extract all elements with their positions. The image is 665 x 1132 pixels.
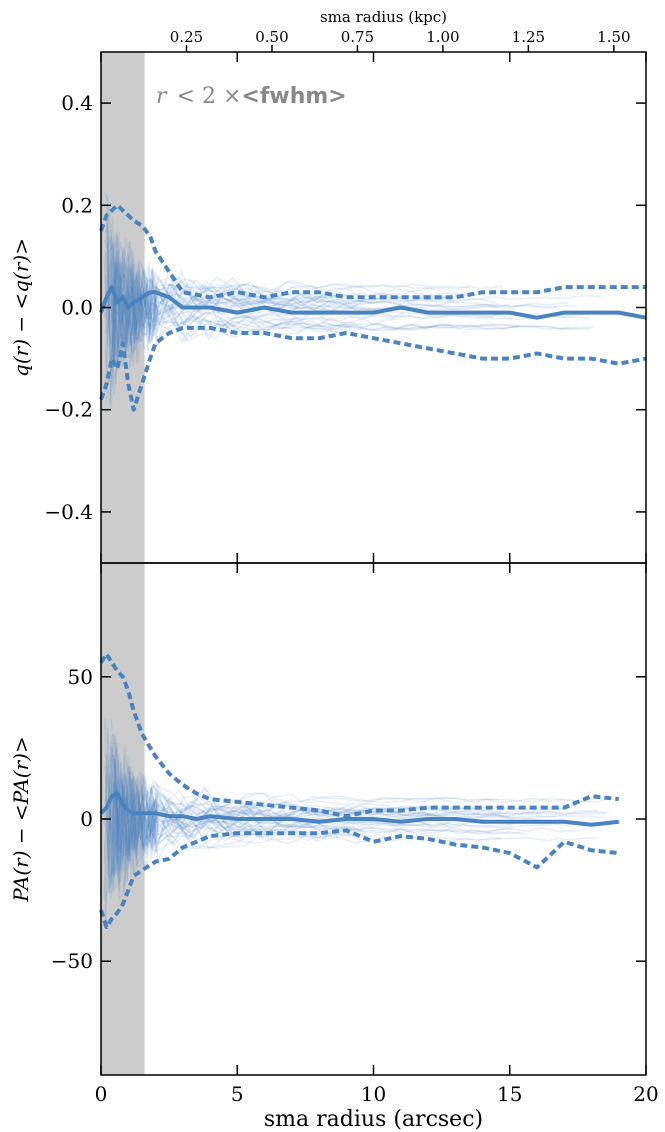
individual-profile-line <box>109 787 502 878</box>
individual-profile-line <box>104 742 606 870</box>
individual-profile-line <box>105 749 455 873</box>
x-tick-label: 5 <box>231 1082 244 1106</box>
individual-profile-line <box>107 757 449 891</box>
individual-profile-line <box>111 250 584 380</box>
individual-profile-line <box>113 262 300 361</box>
individual-profile-line <box>112 261 578 374</box>
individual-profile-line <box>103 742 433 901</box>
top-x-axis-title: sma radius (kpc) <box>320 8 447 26</box>
x-tick-label: 10 <box>361 1082 386 1106</box>
top-x-tick-label: 0.50 <box>255 28 288 46</box>
individual-profile-line <box>110 249 513 355</box>
series-median-line <box>99 285 647 320</box>
psf-label-mid: < 2 × <box>177 84 242 109</box>
individual-profile-line <box>103 753 359 872</box>
series-median-line <box>99 791 620 827</box>
individual-profile-line <box>104 727 315 886</box>
x-tick-label: 0 <box>95 1082 108 1106</box>
series-lower-line <box>99 325 647 412</box>
individual-profile-line <box>112 755 577 862</box>
individual-profile-line <box>103 777 553 903</box>
individual-profile-line <box>105 224 594 388</box>
series-upper-line <box>99 203 646 300</box>
individual-profile-line <box>104 758 470 922</box>
y-axis-title: PA(r) − <PA(r)> <box>9 736 33 902</box>
individual-profile-line <box>105 785 258 896</box>
individual-profile-line <box>105 216 498 350</box>
individual-profile-line <box>113 771 604 860</box>
individual-profile-line <box>111 293 354 360</box>
y-tick-label: −0.4 <box>44 500 93 524</box>
top-x-tick-label: 0.75 <box>341 28 374 46</box>
y-tick-label: 0 <box>80 807 93 831</box>
individual-profile-line <box>113 762 609 858</box>
individual-profile-line <box>109 738 605 894</box>
top-x-tick-label: 1.00 <box>426 28 459 46</box>
individual-profile-line <box>106 236 396 369</box>
individual-profile-line <box>103 236 471 368</box>
top-x-tick-label: 1.50 <box>597 28 630 46</box>
individual-profile-line <box>110 276 557 339</box>
individual-profile-line <box>104 192 296 411</box>
individual-profile-line <box>113 741 265 882</box>
individual-profile-line <box>110 256 504 347</box>
individual-profile-line <box>112 265 438 366</box>
individual-profile-line <box>111 780 598 863</box>
individual-profile-line <box>110 774 610 877</box>
individual-profile-line <box>111 759 498 869</box>
individual-profile-line <box>105 242 342 368</box>
individual-profile-line <box>108 772 557 886</box>
y-tick-label: 0.2 <box>61 193 93 217</box>
x-tick-label: 20 <box>633 1082 658 1106</box>
individual-profile-line <box>112 282 453 364</box>
psf-label-fwhm: <fwhm> <box>241 84 346 109</box>
individual-profile-line <box>108 772 430 859</box>
individual-profile-line <box>112 772 293 854</box>
series-upper-line <box>99 652 620 819</box>
y-tick-label: −50 <box>51 949 93 973</box>
individual-profile-line <box>111 256 481 367</box>
psf-label-r: r <box>156 84 168 109</box>
individual-profile-line <box>106 219 257 365</box>
individual-profile-line <box>110 746 557 877</box>
y-tick-label: 0.0 <box>61 296 93 320</box>
individual-profile-line <box>106 780 321 873</box>
individual-profile-line <box>108 244 568 353</box>
individual-profile-line <box>111 746 536 857</box>
individual-profile-line <box>109 734 521 874</box>
psf-region-label: r < 2 ×<fwhm> <box>156 84 347 109</box>
x-axis-title: sma radius (arcsec) <box>264 1107 483 1132</box>
y-tick-label: −0.2 <box>44 398 93 422</box>
individual-profile-line <box>106 223 292 361</box>
individual-profile-line <box>105 780 513 877</box>
top-x-tick-label: 0.25 <box>170 28 203 46</box>
individual-profile-line <box>112 264 449 368</box>
individual-profile-line <box>106 231 350 403</box>
individual-profile-line <box>105 794 528 889</box>
y-tick-label: 50 <box>68 665 93 689</box>
individual-profile-line <box>111 280 348 370</box>
individual-profile-line <box>106 282 520 351</box>
series-lower-line <box>99 828 620 930</box>
y-axis-title: q(r) − <q(r)> <box>9 238 33 377</box>
individual-profile-line <box>112 287 352 358</box>
top-x-tick-label: 1.25 <box>512 28 545 46</box>
y-tick-label: 0.4 <box>61 91 93 115</box>
individual-profile-line <box>109 264 592 354</box>
individual-profile-line <box>109 235 591 367</box>
individual-profile-line <box>109 799 589 875</box>
x-tick-label: 15 <box>497 1082 522 1106</box>
